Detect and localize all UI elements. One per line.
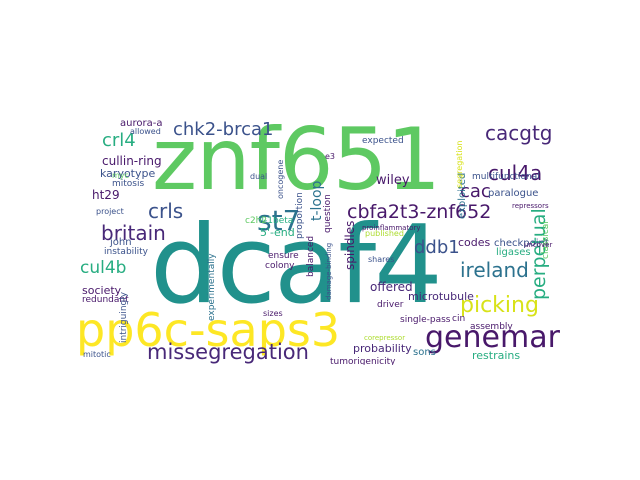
word-5-end: 5'-end xyxy=(260,226,295,239)
word-codes: codes xyxy=(458,236,491,249)
word-ensure: ensure xyxy=(268,251,299,261)
word-society: society xyxy=(82,284,122,297)
word-st7: st7 xyxy=(257,204,301,237)
word-dual: dual xyxy=(250,172,268,181)
word-dcaf4: dcaf4 xyxy=(150,203,443,328)
word-tumorigenicity: tumorigenicity xyxy=(330,357,396,366)
word-crl4: crl4 xyxy=(102,130,136,151)
word-karyotype: karyotype xyxy=(100,167,156,180)
word-znf651: znf651 xyxy=(152,115,441,210)
word-sizes: sizes xyxy=(263,309,283,318)
word-ddb1: ddb1 xyxy=(414,237,460,258)
word-crls: crls xyxy=(148,199,184,223)
word-multifunctional: multifunctional xyxy=(472,172,540,182)
word-ireland: ireland xyxy=(460,258,529,282)
word-t-loop: t-loop xyxy=(309,180,325,221)
word-allowed: allowed xyxy=(130,127,161,136)
word-question: question xyxy=(323,194,333,233)
word-cullin-ring: cullin-ring xyxy=(102,154,162,168)
word-instability: instability xyxy=(104,247,149,257)
word-genemark: genemark xyxy=(425,320,560,355)
word-mitosis: mitosis xyxy=(112,179,145,189)
word-driver: driver xyxy=(377,300,404,310)
word-il-1beta: il-1beta xyxy=(259,216,294,226)
word-uncover: uncover xyxy=(524,241,553,249)
word-intriguingly: intriguingly xyxy=(119,291,129,343)
word-ht29: ht29 xyxy=(92,188,120,202)
word-experimentally: experimentally xyxy=(207,253,217,321)
word-cin: cin xyxy=(452,314,466,324)
word-pp6c-saps3: pp6c-saps3 xyxy=(80,303,341,357)
word-cac: cac xyxy=(460,181,491,202)
word-checkpoint: checkpoint xyxy=(494,238,549,249)
word-cloud: znf651 dcaf4 pp6c-saps3 genemark missegr… xyxy=(80,115,560,365)
word-shares: shares xyxy=(368,255,395,264)
word-colony: colony xyxy=(265,261,295,271)
word-damage-binding: damage-binding xyxy=(325,242,333,300)
word-segregation: segregation xyxy=(455,140,464,188)
word-ligases: ligases xyxy=(496,247,531,258)
word-expected: expected xyxy=(362,136,404,146)
word-cbfa2t3-znf652: cbfa2t3-znf652 xyxy=(347,201,492,223)
word-britain: britain xyxy=(101,221,166,245)
word-repressors: repressors xyxy=(512,202,549,210)
word-corepressor: corepressor xyxy=(364,334,406,342)
word-cul4b: cul4b xyxy=(80,258,127,278)
word-offered: offered xyxy=(370,280,413,294)
word-myc: myc xyxy=(112,171,129,180)
word-restrains: restrains xyxy=(472,349,521,362)
word-mitotic: mitotic xyxy=(83,350,111,359)
word-chk2-brca1: chk2-brca1 xyxy=(173,119,274,140)
word-sons: sons xyxy=(413,347,436,358)
word-oncogene: oncogene xyxy=(276,159,285,199)
word-project: project xyxy=(96,207,124,216)
word-single-pass: single-pass xyxy=(400,315,451,325)
word-proportion: proportion xyxy=(295,192,305,239)
word-c2h2: c2h2 xyxy=(245,216,268,226)
word-cul4a: cul4a xyxy=(488,161,543,185)
word-proinflammatory: proinflammatory xyxy=(362,224,421,232)
word-spindles: spindles xyxy=(343,220,357,270)
word-aurora-a: aurora-a xyxy=(120,118,163,129)
word-microtubule: microtubule xyxy=(408,290,474,303)
word-cacgtg: cacgtg xyxy=(485,121,553,145)
word-missegregation: missegregation xyxy=(147,340,309,364)
word-john: john xyxy=(110,237,132,248)
word-wiley: wiley xyxy=(376,173,410,188)
word-published: published xyxy=(365,229,404,238)
word-balanced: balanced xyxy=(306,235,316,277)
word-redundant: redundant xyxy=(82,295,129,305)
word-assembly: assembly xyxy=(470,322,513,332)
word-picking: picking xyxy=(460,293,539,318)
word-e3: e3 xyxy=(325,152,336,161)
word-paralogue: paralogue xyxy=(488,188,539,199)
word-probability: probability xyxy=(353,342,412,355)
